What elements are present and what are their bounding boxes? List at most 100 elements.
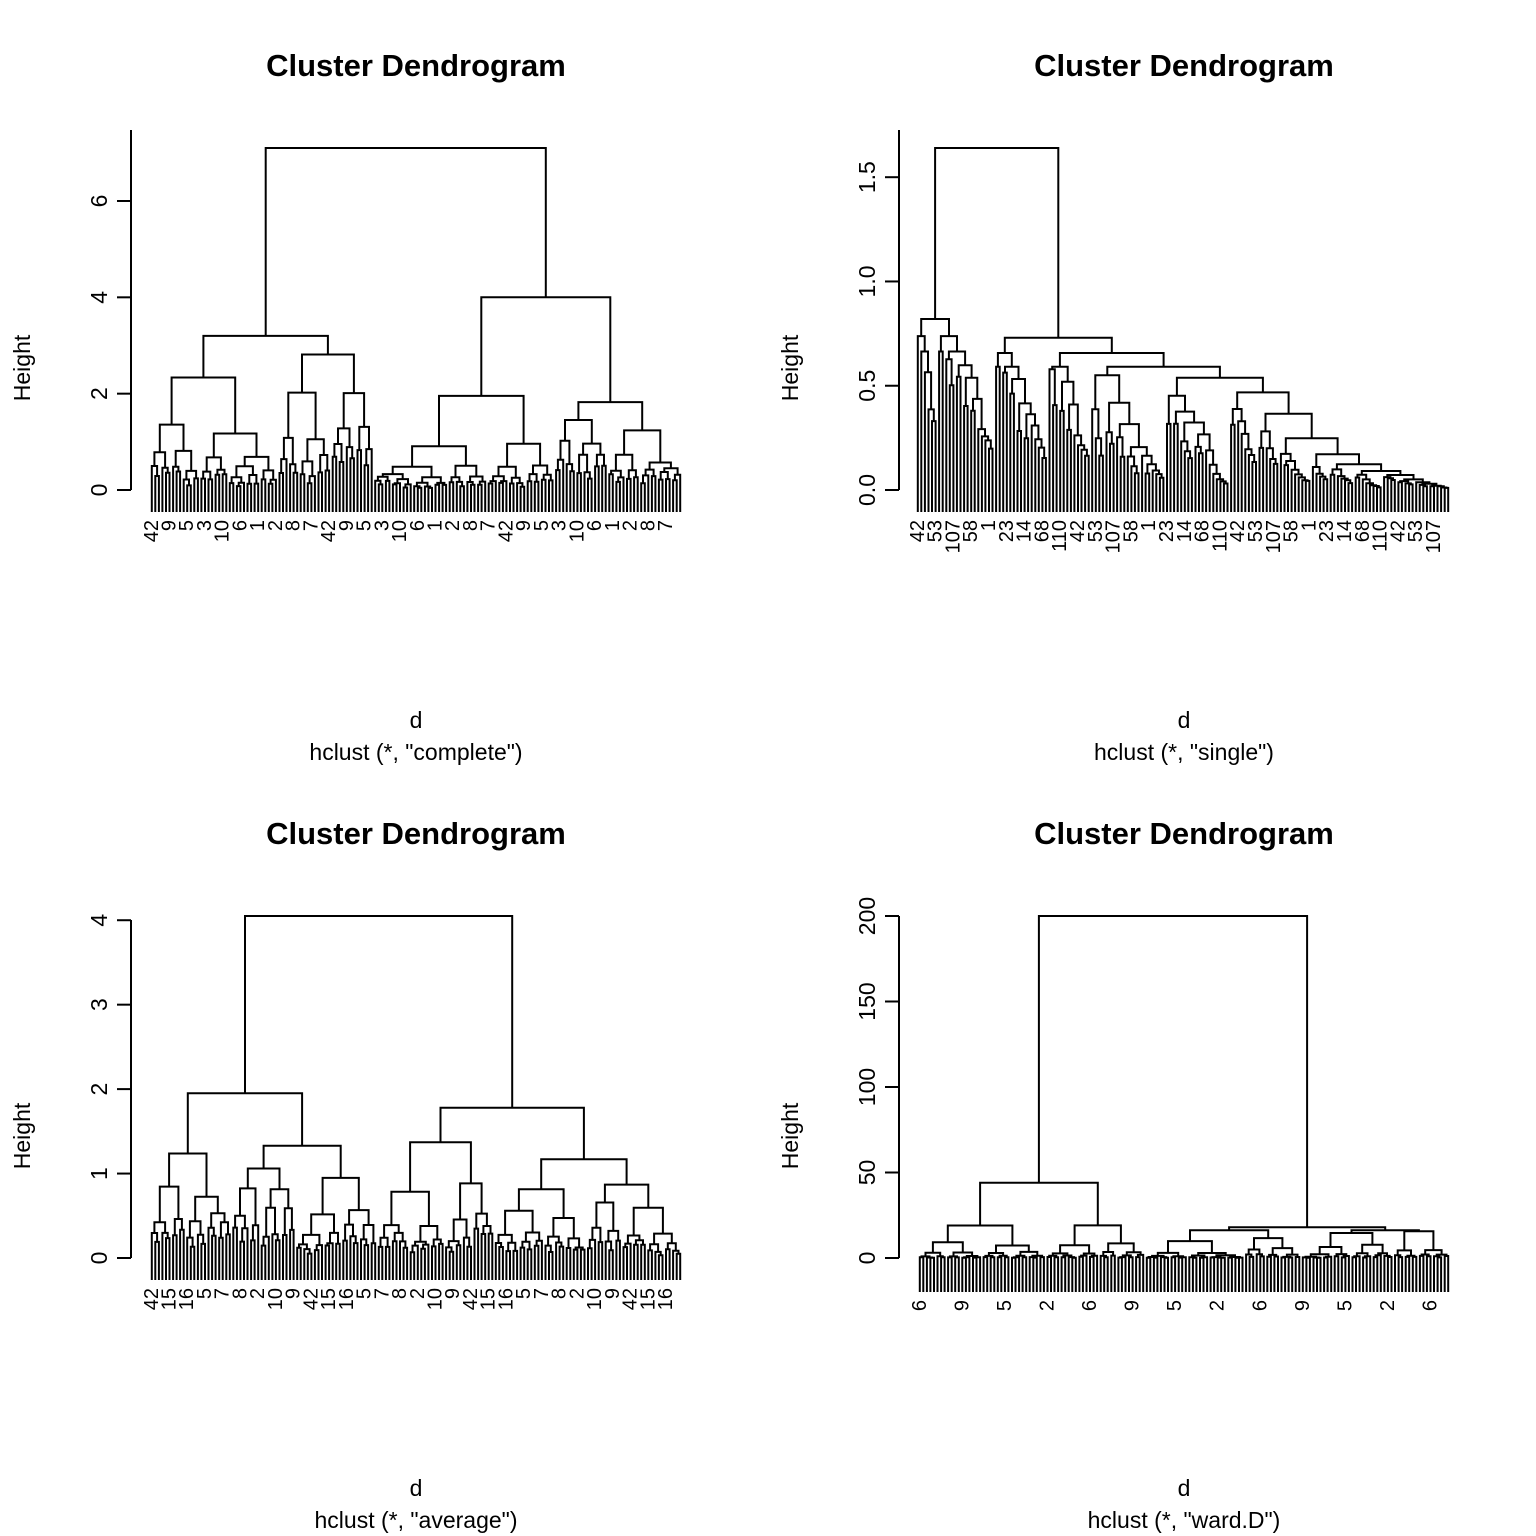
leaf-label: 5 [531, 520, 553, 531]
leaf-label: 9 [513, 520, 535, 531]
y-tick-label: 150 [854, 982, 880, 1020]
leaf-labels: 4253107581231468110425310758123146811042… [907, 520, 1445, 553]
leaf-label: 1 [978, 520, 1000, 531]
y-tick-label: 4 [86, 914, 112, 927]
leaf-label: 14 [1334, 520, 1356, 542]
leaf-label: 53 [1085, 520, 1107, 542]
y-axis-ticks: 0 2 4 6 [86, 195, 131, 496]
leaf-label: 15 [159, 1288, 181, 1310]
chart-title: Cluster Dendrogram [266, 48, 566, 83]
leaf-label: 8 [549, 1288, 571, 1299]
panel-single: Cluster Dendrogram 0.0 0.5 1.0 1.5 Height 4… [777, 48, 1450, 765]
y-tick-label: 6 [86, 195, 112, 208]
leaf-label: 5 [176, 520, 198, 531]
y-tick-label: 1 [86, 1167, 112, 1180]
leaf-label: 110 [1209, 520, 1231, 552]
leaf-label: 1 [1298, 520, 1320, 531]
leaf-label: 42 [620, 1288, 642, 1310]
y-tick-label: 0.5 [854, 370, 880, 402]
y-tick-label: 0.0 [854, 474, 880, 506]
leaf-label: 15 [478, 1288, 500, 1310]
leaf-label: 23 [996, 520, 1018, 542]
y-tick-label: 1.5 [854, 161, 880, 193]
leaf-label: 7 [478, 520, 500, 531]
y-tick-label: 3 [86, 998, 112, 1011]
leaf-label: 14 [1174, 520, 1196, 542]
leaf-label: 9 [1122, 1300, 1144, 1311]
leaf-label: 6 [909, 1300, 931, 1311]
leaf-label: 5 [513, 1288, 535, 1299]
leaf-label: 6 [1079, 1300, 1101, 1311]
dendrogram-path [150, 915, 682, 1280]
leaf-label: 9 [283, 1288, 305, 1299]
leaf-label: 42 [1227, 520, 1249, 542]
leaf-label: 107 [1263, 520, 1285, 553]
leaf-label: 7 [531, 1288, 553, 1299]
method-subtitle: hclust (*, "ward.D") [1088, 1507, 1281, 1533]
x-axis-label: d [410, 1475, 423, 1501]
leaf-label: 7 [300, 520, 322, 531]
leaf-label: 107 [942, 520, 964, 553]
leaf-label: 9 [336, 520, 358, 531]
y-tick-label: 4 [86, 291, 112, 304]
leaf-label: 5 [994, 1300, 1016, 1311]
y-axis-label: Height [777, 1102, 803, 1169]
leaf-label: 3 [371, 520, 393, 531]
leaf-label: 53 [925, 520, 947, 542]
leaf-label: 6 [584, 520, 606, 531]
leaf-label: 6 [1249, 1300, 1271, 1311]
leaf-label: 16 [495, 1288, 517, 1310]
y-tick-label: 50 [854, 1160, 880, 1186]
leaf-label: 2 [265, 520, 287, 531]
leaf-label: 42 [141, 1288, 163, 1310]
leaf-label: 2 [442, 520, 464, 531]
leaf-label: 107 [1103, 520, 1125, 553]
leaf-label: 107 [1423, 520, 1445, 553]
leaf-label: 58 [1120, 520, 1142, 542]
leaf-label: 7 [655, 520, 677, 531]
dendrogram-branches [150, 147, 682, 512]
method-subtitle: hclust (*, "complete") [309, 739, 522, 765]
panel-ward: Cluster Dendrogram 0 50 100 150 200 Height 6… [777, 816, 1450, 1533]
leaf-label: 16 [655, 1288, 677, 1310]
chart-title: Cluster Dendrogram [1034, 816, 1334, 851]
leaf-label: 42 [460, 1288, 482, 1310]
leaf-label: 23 [1316, 520, 1338, 542]
leaf-label: 6 [229, 520, 251, 531]
leaf-label: 9 [602, 1288, 624, 1299]
leaf-label: 5 [354, 520, 376, 531]
leaf-label: 9 [442, 1288, 464, 1299]
leaf-label: 2 [407, 1288, 429, 1299]
leaf-label: 42 [495, 520, 517, 542]
leaf-label: 5 [1334, 1300, 1356, 1311]
leaf-label: 42 [907, 520, 929, 542]
leaf-labels: 6 9 5 2 6 9 5 2 6 9 5 2 6 [909, 1300, 1442, 1311]
leaf-label: 8 [283, 520, 305, 531]
leaf-label: 2 [1036, 1300, 1058, 1311]
leaf-label: 110 [1049, 520, 1071, 552]
leaf-label: 10 [389, 520, 411, 542]
y-axis-label: Height [9, 1102, 35, 1169]
y-tick-label: 0 [86, 1252, 112, 1265]
leaf-label: 110 [1370, 520, 1392, 552]
y-tick-label: 100 [854, 1068, 880, 1106]
leaf-label: 7 [371, 1288, 393, 1299]
leaf-label: 16 [176, 1288, 198, 1310]
chart-title: Cluster Dendrogram [1034, 48, 1334, 83]
leaf-label: 2 [566, 1288, 588, 1299]
leaf-label: 8 [637, 520, 659, 531]
leaf-label: 2 [620, 520, 642, 531]
leaf-label: 7 [212, 1288, 234, 1299]
leaf-label: 15 [637, 1288, 659, 1310]
y-axis-label: Height [777, 334, 803, 401]
leaf-label: 42 [1067, 520, 1089, 542]
leaf-label: 6 [407, 520, 429, 531]
leaf-label: 9 [951, 1300, 973, 1311]
leaf-label: 3 [549, 520, 571, 531]
leaf-label: 9 [159, 520, 181, 531]
leaf-label: 1 [1138, 520, 1160, 531]
